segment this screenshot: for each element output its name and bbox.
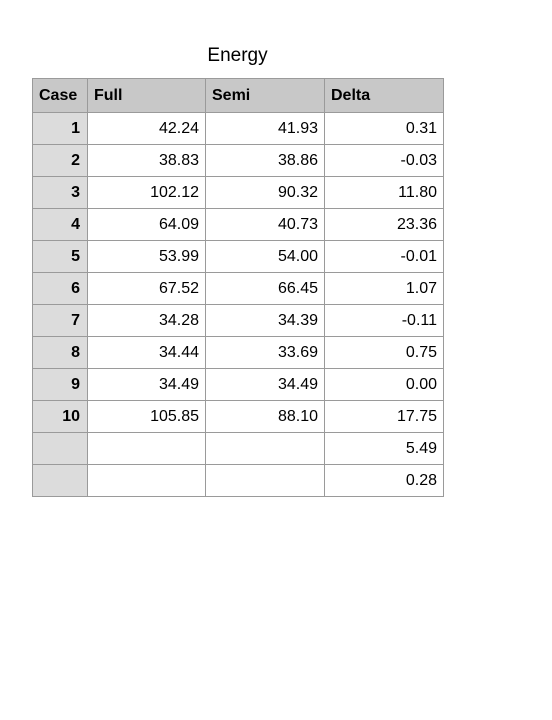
- header-row: Case Full Semi Delta: [32, 78, 444, 113]
- full-cell[interactable]: 42.24: [87, 112, 206, 145]
- delta-cell[interactable]: 1.07: [324, 272, 444, 305]
- row-header-cell[interactable]: 4: [32, 208, 88, 241]
- full-cell[interactable]: 34.44: [87, 336, 206, 369]
- table-row: 6 67.52 66.45 1.07: [32, 272, 444, 305]
- semi-cell[interactable]: 34.39: [205, 304, 325, 337]
- semi-cell[interactable]: 66.45: [205, 272, 325, 305]
- table-row: 9 34.49 34.49 0.00: [32, 368, 444, 401]
- delta-cell[interactable]: 0.00: [324, 368, 444, 401]
- table-row: 4 64.09 40.73 23.36: [32, 208, 444, 241]
- table-row: 7 34.28 34.39 -0.11: [32, 304, 444, 337]
- semi-cell[interactable]: 54.00: [205, 240, 325, 273]
- row-header-cell[interactable]: [32, 432, 88, 465]
- table-row: 5.49: [32, 432, 444, 465]
- delta-cell[interactable]: 0.28: [324, 464, 444, 497]
- table-title: Energy: [207, 45, 268, 66]
- table-body: 1 42.24 41.93 0.31 2 38.83 38.86 -0.03 3 102.12 90…: [32, 112, 444, 497]
- full-cell[interactable]: 105.85: [87, 400, 206, 433]
- full-cell[interactable]: [87, 464, 206, 497]
- table-row: 5 53.99 54.00 -0.01: [32, 240, 444, 273]
- row-header-cell[interactable]: 1: [32, 112, 88, 145]
- table-row: 2 38.83 38.86 -0.03: [32, 144, 444, 177]
- semi-cell[interactable]: [205, 464, 325, 497]
- semi-cell[interactable]: 38.86: [205, 144, 325, 177]
- full-cell[interactable]: 34.49: [87, 368, 206, 401]
- delta-cell[interactable]: -0.01: [324, 240, 444, 273]
- row-header-cell[interactable]: 2: [32, 144, 88, 177]
- full-cell[interactable]: 102.12: [87, 176, 206, 209]
- table-row: 0.28: [32, 464, 444, 497]
- semi-cell[interactable]: 88.10: [205, 400, 325, 433]
- delta-cell[interactable]: -0.03: [324, 144, 444, 177]
- semi-cell[interactable]: 90.32: [205, 176, 325, 209]
- column-header-case[interactable]: Case: [32, 78, 88, 113]
- row-header-cell[interactable]: 7: [32, 304, 88, 337]
- full-cell[interactable]: 53.99: [87, 240, 206, 273]
- delta-cell[interactable]: 5.49: [324, 432, 444, 465]
- semi-cell[interactable]: 33.69: [205, 336, 325, 369]
- table-row: 1 42.24 41.93 0.31: [32, 112, 444, 145]
- column-header-semi[interactable]: Semi: [205, 78, 325, 113]
- table-row: 3 102.12 90.32 11.80: [32, 176, 444, 209]
- row-header-cell[interactable]: 6: [32, 272, 88, 305]
- row-header-cell[interactable]: 3: [32, 176, 88, 209]
- energy-table: Case Full Semi Delta 1 42.24 41.93 0.31 2 38.…: [32, 78, 444, 497]
- delta-cell[interactable]: -0.11: [324, 304, 444, 337]
- full-cell[interactable]: 38.83: [87, 144, 206, 177]
- row-header-cell[interactable]: 9: [32, 368, 88, 401]
- delta-cell[interactable]: 23.36: [324, 208, 444, 241]
- table-row: 10 105.85 88.10 17.75: [32, 400, 444, 433]
- semi-cell[interactable]: [205, 432, 325, 465]
- delta-cell[interactable]: 17.75: [324, 400, 444, 433]
- row-header-cell[interactable]: [32, 464, 88, 497]
- delta-cell[interactable]: 11.80: [324, 176, 444, 209]
- column-header-delta[interactable]: Delta: [324, 78, 444, 113]
- row-header-cell[interactable]: 8: [32, 336, 88, 369]
- full-cell[interactable]: 34.28: [87, 304, 206, 337]
- semi-cell[interactable]: 40.73: [205, 208, 325, 241]
- table-row: 8 34.44 33.69 0.75: [32, 336, 444, 369]
- delta-cell[interactable]: 0.75: [324, 336, 444, 369]
- row-header-cell[interactable]: 5: [32, 240, 88, 273]
- full-cell[interactable]: [87, 432, 206, 465]
- semi-cell[interactable]: 41.93: [205, 112, 325, 145]
- row-header-cell[interactable]: 10: [32, 400, 88, 433]
- full-cell[interactable]: 64.09: [87, 208, 206, 241]
- column-header-full[interactable]: Full: [87, 78, 206, 113]
- delta-cell[interactable]: 0.31: [324, 112, 444, 145]
- semi-cell[interactable]: 34.49: [205, 368, 325, 401]
- full-cell[interactable]: 67.52: [87, 272, 206, 305]
